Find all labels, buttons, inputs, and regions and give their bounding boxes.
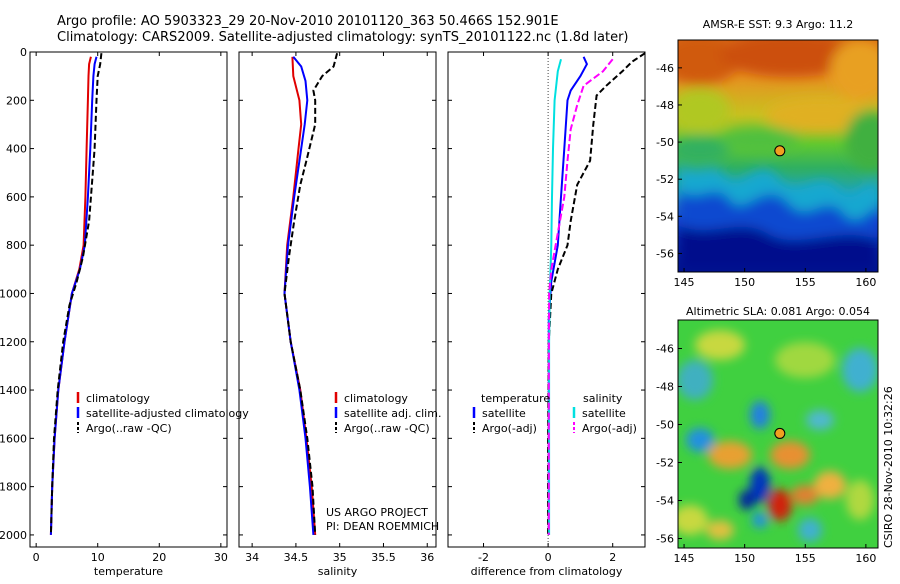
legend-sal-satellite: satellite xyxy=(582,407,626,420)
legend-salinity-heading: salinity xyxy=(583,392,623,405)
map-y-tick-label: -54 xyxy=(656,210,674,223)
map-y-tick-label: -52 xyxy=(656,457,674,470)
series-line-argo-adj- xyxy=(547,58,614,535)
map-y-tick-label: -56 xyxy=(656,247,674,260)
y-tick-label: 800 xyxy=(6,239,27,252)
map-y-tick-label: -48 xyxy=(656,99,674,112)
x-tick-label: 35.5 xyxy=(371,551,396,564)
x-tick-label: 34.5 xyxy=(284,551,309,564)
argo-location-marker xyxy=(774,427,786,439)
series-line-argo-raw-qc- xyxy=(283,52,339,535)
legend-climatology: climatology xyxy=(86,392,150,405)
y-tick-label: 1800 xyxy=(0,481,27,494)
salinity-panel: 34 34.5 35 35.5 36 salinity xyxy=(238,51,437,578)
legend-argo: Argo(..raw -QC) xyxy=(86,422,172,435)
y-tick-label: 1400 xyxy=(0,384,27,397)
legend-temp-satellite: satellite xyxy=(482,407,526,420)
map-x-tick-label: 145 xyxy=(674,276,695,289)
map-y-tick-label: -46 xyxy=(656,343,674,356)
sst-map-axes: 145 150 155 160 -46 -48 -50 -52 -54 -56 xyxy=(656,62,876,289)
series-line-satellite xyxy=(548,58,562,535)
header-line-2: Climatology: CARS2009. Satellite-adjuste… xyxy=(57,30,629,45)
x-tick-label: 34 xyxy=(245,551,259,564)
series-line-satellite-adj-clim- xyxy=(283,56,315,535)
map-y-tick-label: -50 xyxy=(656,419,674,432)
map-y-tick-label: -46 xyxy=(656,62,674,75)
temperature-panel: 0 10 20 30 0 200 400 600 800 1000 1200 1400 1600 1800… xyxy=(0,46,228,578)
series-line-argo-raw-qc- xyxy=(49,53,103,535)
panel-frame xyxy=(238,51,437,548)
y-tick-label: 600 xyxy=(6,191,27,204)
panel-frame xyxy=(447,51,646,548)
y-tick-label: 1000 xyxy=(0,287,27,300)
project-line-2: PI: DEAN ROEMMICH xyxy=(326,520,439,533)
argo-location-marker xyxy=(774,145,786,157)
x-tick-label: 0 xyxy=(33,551,40,564)
difference-legend: temperature satellite Argo(-adj) salinit… xyxy=(472,392,637,435)
map-x-tick-label: 150 xyxy=(734,276,755,289)
sla-map-title: Altimetric SLA: 0.081 Argo: 0.054 xyxy=(686,305,870,318)
x-tick-label: 35 xyxy=(333,551,347,564)
sla-map-axes: 145 150 155 160 -46 -48 -50 -52 -54 -56 xyxy=(656,343,876,566)
y-tick-label: 200 xyxy=(6,94,27,107)
map-x-tick-label: 155 xyxy=(795,552,816,565)
map-x-tick-label: 150 xyxy=(734,552,755,565)
x-tick-label: 2 xyxy=(609,551,616,564)
sst-map-field xyxy=(678,40,878,272)
legend-satellite-adj: satellite adj. clim. xyxy=(344,407,441,420)
map-x-tick-label: 160 xyxy=(855,276,876,289)
panel-frame xyxy=(29,51,228,548)
x-tick-label: 30 xyxy=(214,551,228,564)
map-y-tick-label: -56 xyxy=(656,533,674,546)
legend-sal-argo: Argo(-adj) xyxy=(582,422,637,435)
sla-map-frame xyxy=(677,319,879,549)
x-axis-label: salinity xyxy=(318,565,358,578)
map-y-tick-label: -52 xyxy=(656,173,674,186)
project-line-1: US ARGO PROJECT xyxy=(326,506,428,519)
map-x-tick-label: 145 xyxy=(674,552,695,565)
map-x-tick-label: 160 xyxy=(855,552,876,565)
legend-climatology: climatology xyxy=(344,392,408,405)
map-y-tick-label: -54 xyxy=(656,495,674,508)
temperature-legend: climatology satellite-adjusted climatolo… xyxy=(76,392,249,435)
x-tick-label: 20 xyxy=(152,551,166,564)
y-tick-label: 400 xyxy=(6,143,27,156)
x-tick-label: 10 xyxy=(91,551,105,564)
map-y-tick-label: -50 xyxy=(656,136,674,149)
x-axis-label: difference from climatology xyxy=(471,565,623,578)
y-tick-label: 2000 xyxy=(0,529,27,542)
salinity-legend: climatology satellite adj. clim. Argo(..… xyxy=(334,392,441,435)
x-axis-label: temperature xyxy=(94,565,163,578)
legend-argo: Argo(..raw -QC) xyxy=(344,422,430,435)
x-tick-label: -2 xyxy=(478,551,489,564)
map-x-tick-label: 155 xyxy=(795,276,816,289)
header-line-1: Argo profile: AO 5903323_29 20-Nov-2010 … xyxy=(57,14,559,29)
y-tick-label: 1200 xyxy=(0,336,27,349)
legend-satellite-adjusted: satellite-adjusted climatology xyxy=(86,407,249,420)
x-tick-label: 0 xyxy=(545,551,552,564)
sst-map-frame xyxy=(677,39,879,273)
y-tick-label: 1600 xyxy=(0,432,27,445)
y-tick-label: 0 xyxy=(20,46,27,59)
x-tick-label: 36 xyxy=(420,551,434,564)
legend-temp-argo: Argo(-adj) xyxy=(482,422,537,435)
sst-map-title: AMSR-E SST: 9.3 Argo: 11.2 xyxy=(703,18,854,31)
map-y-tick-label: -48 xyxy=(656,381,674,394)
legend-temperature-heading: temperature xyxy=(481,392,550,405)
timestamp-stamp: CSIRO 28-Nov-2010 10:32:26 xyxy=(882,386,895,548)
